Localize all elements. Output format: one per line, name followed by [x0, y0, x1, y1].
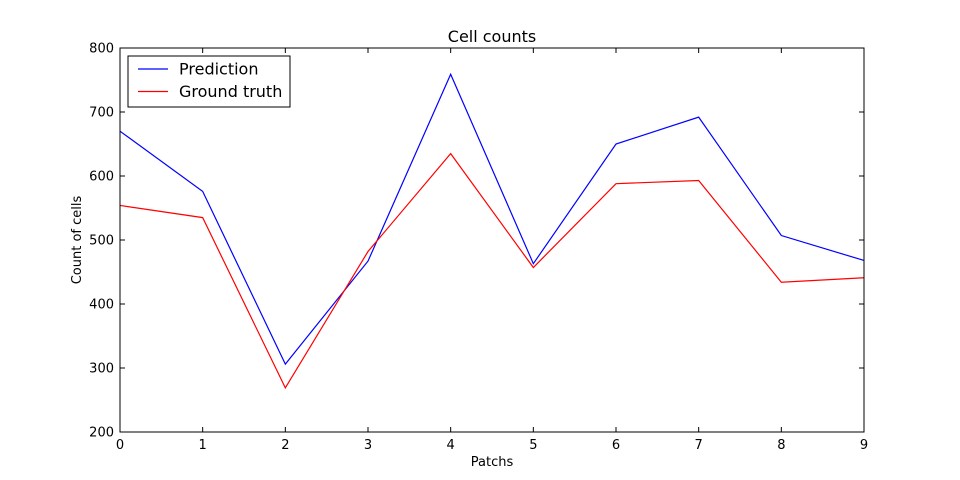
x-tick-label: 3	[364, 438, 372, 453]
x-tick-label: 9	[860, 438, 868, 453]
x-tick-label: 2	[281, 438, 289, 453]
legend-box	[127, 55, 291, 108]
legend-label: Ground truth	[179, 82, 282, 101]
series-line-1	[119, 72, 865, 366]
y-tick-label: 300	[89, 362, 114, 377]
y-axis-label: Count of cells	[70, 196, 85, 285]
x-tick-label: 8	[777, 438, 785, 453]
chart-title: Cell counts	[448, 27, 536, 46]
data-lines	[119, 72, 865, 390]
y-tick-label: 200	[89, 426, 114, 441]
x-tick-label: 7	[695, 438, 703, 453]
series-line-2	[119, 152, 865, 390]
y-tick-label: 600	[89, 170, 114, 185]
axis-ticks: 0 1 2 3 4 5 6 7 8 9 200 300 400 500 600 700 800	[89, 42, 868, 454]
plot-frame	[119, 47, 865, 433]
x-tick-label: 0	[116, 438, 124, 453]
x-tick-label: 6	[612, 438, 620, 453]
y-tick-label: 500	[89, 234, 114, 249]
x-tick-label: 4	[447, 438, 455, 453]
x-axis-label: Patchs	[471, 455, 514, 470]
y-tick-label: 700	[89, 106, 114, 121]
y-tick-label: 800	[89, 42, 114, 57]
legend: Prediction Ground truth	[127, 55, 291, 108]
legend-label: Prediction	[179, 60, 258, 79]
x-tick-label: 5	[529, 438, 537, 453]
x-tick-label: 1	[199, 438, 207, 453]
y-tick-label: 400	[89, 298, 114, 313]
